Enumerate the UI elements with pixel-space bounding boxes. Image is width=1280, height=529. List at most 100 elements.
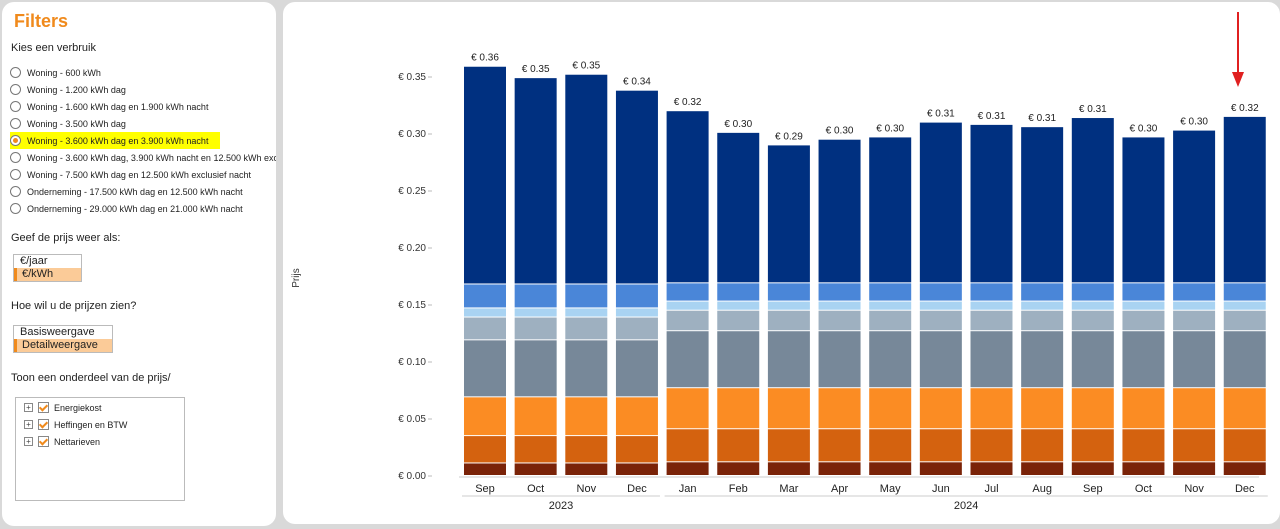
bar-segment [514,463,557,475]
x-tick-label: Nov [577,483,597,495]
bar-segment [717,462,760,475]
bar-segment [869,283,912,301]
bar-segment [818,283,861,301]
bar-segment [1122,388,1165,429]
bar-segment [565,436,608,463]
consumption-option[interactable]: Onderneming - 29.000 kWh dag en 21.000 k… [10,200,276,217]
bar-segment [1021,331,1064,388]
bar-segment [919,388,962,429]
bar-segment [514,436,557,463]
component-item[interactable]: + Energiekost [16,399,184,416]
radio-empty-icon[interactable] [10,84,21,95]
x-tick-label: Feb [729,483,748,495]
bar-total-label: € 0.36 [471,53,499,64]
bar-segment [514,308,557,317]
radio-empty-icon[interactable] [10,169,21,180]
filters-title: Filters [14,11,69,31]
bar-segment [1071,301,1114,310]
radio-empty-icon[interactable] [10,203,21,214]
view-option[interactable]: Detailweergave [14,339,112,352]
x-tick-label: May [880,483,901,495]
consumption-option[interactable]: Onderneming - 17.500 kWh dag en 12.500 k… [10,183,276,200]
x-tick-label: Oct [527,483,544,495]
bar-segment [869,388,912,429]
price-option[interactable]: €/kWh [14,268,81,281]
bar-segment [615,397,658,436]
bar-total-label: € 0.29 [775,131,803,142]
consumption-option[interactable]: Woning - 3.600 kWh dag en 3.900 kWh nach… [10,132,220,149]
component-tree: + Energiekost + Heffingen en BTW + Nettarieve… [15,397,185,501]
bar-segment [970,310,1013,331]
bar-segment [1071,429,1114,462]
radio-empty-icon[interactable] [10,118,21,129]
expand-icon[interactable]: + [24,420,33,429]
bar-segment [1021,388,1064,429]
expand-icon[interactable]: + [24,437,33,446]
consumption-option-label: Onderneming - 29.000 kWh dag en 21.000 k… [27,203,243,214]
bar-segment [1021,283,1064,301]
view-option[interactable]: Basisweergave [20,326,95,338]
bar-segment [767,388,810,429]
bar-segment [1071,462,1114,475]
consumption-option[interactable]: Woning - 3.500 kWh dag [10,115,276,132]
consumption-label: Kies een verbruik [11,42,96,54]
bar-segment [666,462,709,475]
x-tick-label: Jul [984,483,998,495]
bar-total-label: € 0.32 [674,97,702,108]
checkbox-checked-icon[interactable] [38,402,49,413]
bar-segment [1122,429,1165,462]
bar-segment [464,463,506,475]
bar-segment [919,301,962,310]
bar-total-label: € 0.35 [572,61,600,72]
bar-segment [717,429,760,462]
bar-total-label: € 0.30 [1180,117,1208,128]
bar-segment [818,462,861,475]
consumption-option[interactable]: Woning - 7.500 kWh dag en 12.500 kWh exc… [10,166,276,183]
radio-empty-icon[interactable] [10,186,21,197]
y-tick-label: € 0.05 [398,414,426,425]
bar-segment [1223,301,1266,310]
bar-segment [869,462,912,475]
bar-segment [1173,429,1216,462]
component-item[interactable]: + Nettarieven [16,433,184,450]
consumption-option[interactable]: Woning - 1.200 kWh dag [10,81,276,98]
bar-segment [514,78,557,284]
bar-segment [1223,429,1266,462]
consumption-option[interactable]: Woning - 3.600 kWh dag, 3.900 kWh nacht … [10,149,276,166]
bar-segment [565,340,608,397]
checkbox-checked-icon[interactable] [38,419,49,430]
radio-selected-icon[interactable] [10,135,21,146]
bar-total-label: € 0.31 [1028,113,1056,124]
consumption-option-label: Woning - 3.600 kWh dag en 3.900 kWh nach… [27,135,209,146]
bar-segment [1223,283,1266,301]
bar-total-label: € 0.34 [623,77,651,88]
y-axis-label: Prijs [291,268,302,287]
radio-empty-icon[interactable] [10,101,21,112]
consumption-option[interactable]: Woning - 600 kWh [10,64,276,81]
radio-empty-icon[interactable] [10,152,21,163]
bar-segment [1173,462,1216,475]
bar-segment [464,397,506,436]
bar-segment [615,308,658,317]
bar-segment [717,283,760,301]
component-label: Nettarieven [54,436,101,447]
component-item[interactable]: + Heffingen en BTW [16,416,184,433]
consumption-option-label: Woning - 1.200 kWh dag [27,84,126,95]
bar-segment [1223,462,1266,475]
bar-total-label: € 0.30 [826,126,854,137]
bar-segment [1071,118,1114,283]
expand-icon[interactable]: + [24,403,33,412]
consumption-option-label: Woning - 3.500 kWh dag [27,118,126,129]
x-tick-label: Jan [679,483,697,495]
consumption-option[interactable]: Woning - 1.600 kWh dag en 1.900 kWh nach… [10,98,276,115]
bar-segment [1021,429,1064,462]
bar-segment [869,301,912,310]
stacked-bar-chart: Prijs € 0.00 € 0.05 € 0.10 € 0.15 € 0.20 € 0.2… [291,12,1268,512]
bar-segment [1021,310,1064,331]
bar-segment [717,388,760,429]
bar-segment [717,310,760,331]
radio-empty-icon[interactable] [10,67,21,78]
bar-segment [464,284,506,308]
checkbox-checked-icon[interactable] [38,436,49,447]
price-option[interactable]: €/jaar [20,255,48,267]
